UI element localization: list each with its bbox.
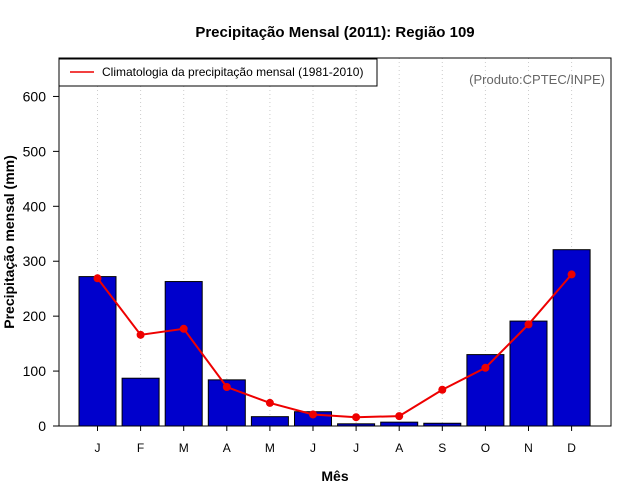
x-tick-label: M	[265, 441, 275, 455]
x-tick-label: N	[524, 441, 533, 455]
grid-lines	[97, 58, 573, 426]
climatology-point-8	[395, 412, 404, 421]
climatology-point-3	[179, 324, 188, 333]
climatology-point-11	[524, 320, 533, 329]
bar-3	[164, 281, 203, 427]
climatology-point-12	[567, 270, 576, 279]
y-tick-label: 500	[23, 143, 47, 159]
x-tick-label: O	[481, 441, 490, 455]
product-credit: (Produto:CPTEC/INPE)	[469, 72, 605, 87]
bars	[78, 249, 591, 427]
climatology-point-1	[93, 274, 102, 283]
climatology-line	[93, 270, 576, 422]
y-axis-label: Precipitação mensal (mm)	[1, 155, 17, 329]
x-tick-label: F	[137, 441, 144, 455]
chart-title: Precipitação Mensal (2011): Região 109	[195, 24, 474, 41]
x-tick-label: S	[438, 441, 446, 455]
y-tick-label: 100	[23, 363, 47, 379]
bar-2	[121, 377, 160, 427]
climatology-point-4	[222, 383, 231, 392]
climatology-point-7	[352, 413, 361, 422]
y-tick-label: 200	[23, 308, 47, 324]
x-tick-label: J	[310, 441, 316, 455]
x-tick-label: A	[223, 441, 231, 455]
climatology-point-10	[481, 363, 490, 372]
x-axis-label: Mês	[321, 468, 348, 484]
bar-8	[380, 421, 419, 427]
y-tick-label: 600	[23, 88, 47, 104]
x-tick-label: M	[179, 441, 189, 455]
y-tick-label: 400	[23, 198, 47, 214]
y-tick-label: 0	[38, 418, 46, 434]
x-tick-label: A	[395, 441, 403, 455]
climatology-polyline	[96, 273, 573, 419]
x-tick-label: J	[95, 441, 101, 455]
y-tick-label: 300	[23, 253, 47, 269]
y-axis: 0 100 200 300 400 500 600	[23, 88, 59, 434]
bar-5	[250, 416, 289, 427]
climatology-point-2	[136, 330, 145, 339]
climatology-point-9	[438, 385, 447, 394]
x-tick-label: D	[567, 441, 576, 455]
plot-frame	[58, 57, 612, 427]
legend: Climatologia da precipitação mensal (198…	[58, 58, 378, 87]
bar-1	[78, 276, 117, 427]
x-tick-label: J	[353, 441, 359, 455]
bar-12	[552, 249, 591, 427]
climatology-point-6	[309, 410, 317, 419]
legend-entry-climatology: Climatologia da precipitação mensal (198…	[102, 65, 363, 79]
legend-box	[58, 58, 378, 87]
climatology-point-5	[265, 398, 274, 407]
